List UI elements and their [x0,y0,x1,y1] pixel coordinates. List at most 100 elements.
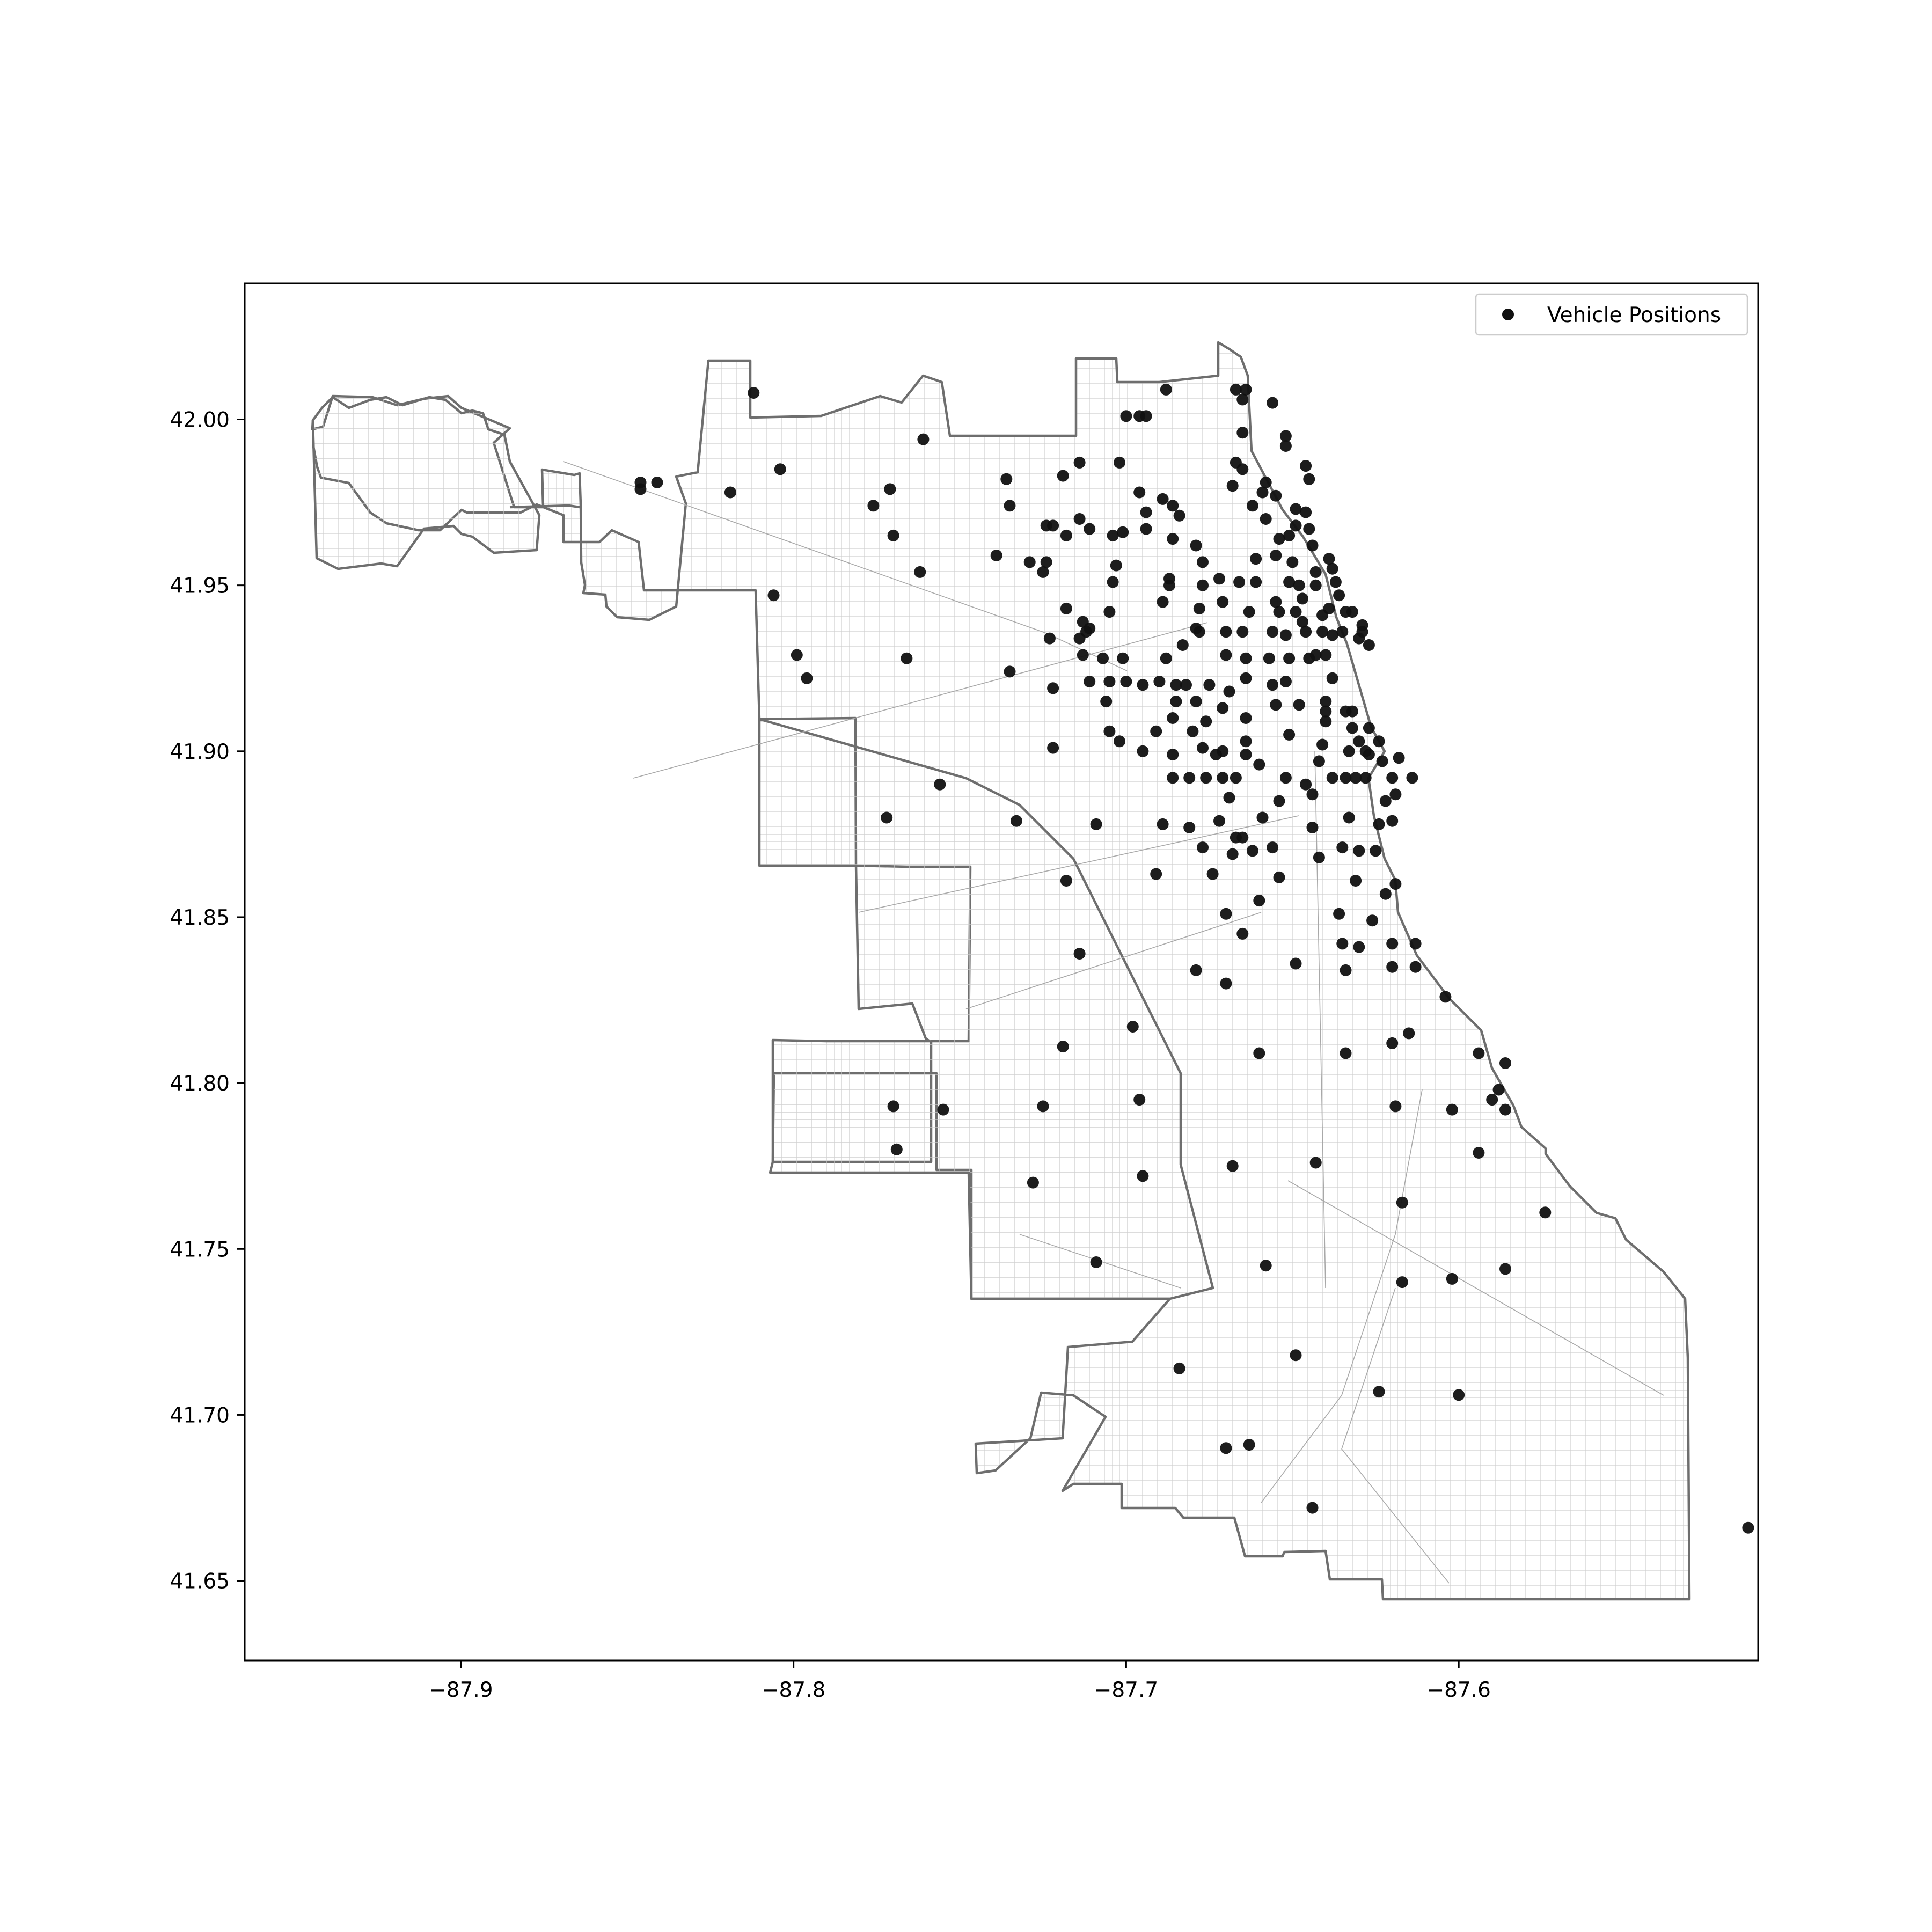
vehicle-position-point [1203,679,1216,691]
vehicle-position-point [1200,715,1212,728]
vehicle-position-point [1300,778,1312,791]
vehicle-position-point [1300,506,1312,518]
vehicle-position-point [1279,430,1292,442]
vehicle-position-point [1157,596,1169,608]
vehicle-position-point [1167,749,1179,760]
vehicle-position-point [1313,851,1325,863]
vehicle-position-point [1037,566,1049,578]
vehicle-position-point [1027,1176,1039,1189]
vehicle-position-point [1120,676,1132,687]
x-tick-label: −87.7 [1094,1678,1159,1702]
vehicle-position-point [1323,553,1335,565]
y-tick-label: 42.00 [170,408,230,433]
vehicle-position-point [1150,725,1162,737]
vehicle-position-point [1336,841,1349,854]
vehicle-position-point [1320,696,1332,708]
vehicle-position-point [1492,1084,1505,1096]
vehicle-position-point [1060,529,1072,541]
vehicle-position-point [1340,705,1352,718]
vehicle-position-point [1283,728,1296,741]
vehicle-position-point [1010,815,1022,827]
vehicle-position-point [1356,626,1368,638]
vehicle-position-point [1340,1047,1352,1059]
vehicle-position-point [1183,772,1196,784]
vehicle-position-point [1157,818,1169,830]
vehicle-position-point [1499,1057,1511,1069]
vehicle-position-point [1206,868,1219,880]
vehicle-position-point [1303,473,1315,485]
vehicle-position-point [1167,712,1179,724]
vehicle-position-point [1323,602,1335,614]
vehicle-position-point [1173,509,1185,522]
vehicle-position-point [1306,788,1319,801]
vehicle-position-point [1133,486,1146,499]
vehicle-position-point [1226,480,1239,492]
vehicle-position-point [1040,556,1052,568]
vehicle-position-point [1293,699,1305,711]
vehicle-position-point [1157,493,1169,505]
vehicle-position-point [1047,519,1059,532]
vehicle-position-point [1286,556,1299,568]
vehicle-position-point [1309,566,1322,578]
vehicle-position-point [1499,1103,1511,1116]
vehicle-position-point [1253,895,1265,907]
vehicle-position-point [1160,652,1172,664]
vehicle-position-point [1267,626,1279,638]
vehicle-position-point [1340,964,1352,976]
vehicle-position-point [1097,652,1109,664]
vehicle-position-point [1260,1260,1272,1272]
vehicle-position-point [1499,1263,1511,1275]
city-boundary-south [758,718,1214,1300]
vehicle-position-point [1236,393,1249,406]
vehicle-position-point [1090,1256,1102,1268]
vehicle-position-point [1279,629,1292,641]
vehicle-position-point [1273,795,1285,807]
vehicle-position-point [1326,562,1338,575]
y-tick-label: 41.95 [170,574,230,598]
vehicle-position-point [1270,550,1282,561]
vehicle-position-point [1313,755,1325,767]
vehicle-position-point [1236,626,1249,638]
vehicle-position-point [1120,410,1132,422]
vehicle-position-point [1343,745,1355,757]
vehicle-position-point [1320,715,1332,728]
vehicle-position-point [1200,772,1212,784]
vehicle-position-point [1073,632,1086,645]
vehicle-position-point [1486,1094,1498,1106]
vehicle-position-point [1217,745,1229,757]
vehicle-position-point [801,672,813,684]
vehicle-position-point [1137,745,1149,757]
vehicle-position-point [1226,1160,1239,1172]
vehicle-position-point [1220,908,1232,920]
vehicle-position-point [1190,964,1202,976]
vehicle-position-point [1073,513,1086,525]
vehicle-position-point [1103,725,1116,737]
vehicle-position-point [1183,822,1196,833]
vehicle-position-point [1343,811,1355,824]
vehicle-position-point [1226,848,1239,860]
vehicle-position-point [1084,523,1096,535]
vehicle-position-point [1336,938,1349,950]
vehicle-position-point [1293,579,1305,591]
vehicle-position-point [1060,602,1072,614]
y-axis: 41.65 41.70 41.75 41.80 41.85 41.90 41.95 42.00 [170,408,245,1594]
vehicle-position-point [1346,722,1358,734]
vehicle-position-point [1267,841,1279,854]
vehicle-position-point [1290,519,1302,532]
vehicle-position-point [1140,506,1152,518]
vehicle-position-point [1084,676,1096,687]
vehicle-position-point [1279,440,1292,452]
vehicle-position-point [1110,559,1122,572]
vehicle-position-point [1256,811,1269,824]
vehicle-position-point [1409,961,1422,973]
vehicle-position-point [1103,606,1116,618]
vehicle-position-point [1057,1041,1069,1053]
legend-label: Vehicle Positions [1547,303,1721,327]
vehicle-position-point [1306,1502,1319,1514]
vehicle-position-point [1197,742,1209,754]
vehicle-position-point [1386,815,1399,827]
vehicle-position-point [917,433,930,445]
vehicle-position-point [914,566,926,578]
vehicle-position-point [1306,539,1319,552]
vehicle-position-point [1114,735,1125,748]
